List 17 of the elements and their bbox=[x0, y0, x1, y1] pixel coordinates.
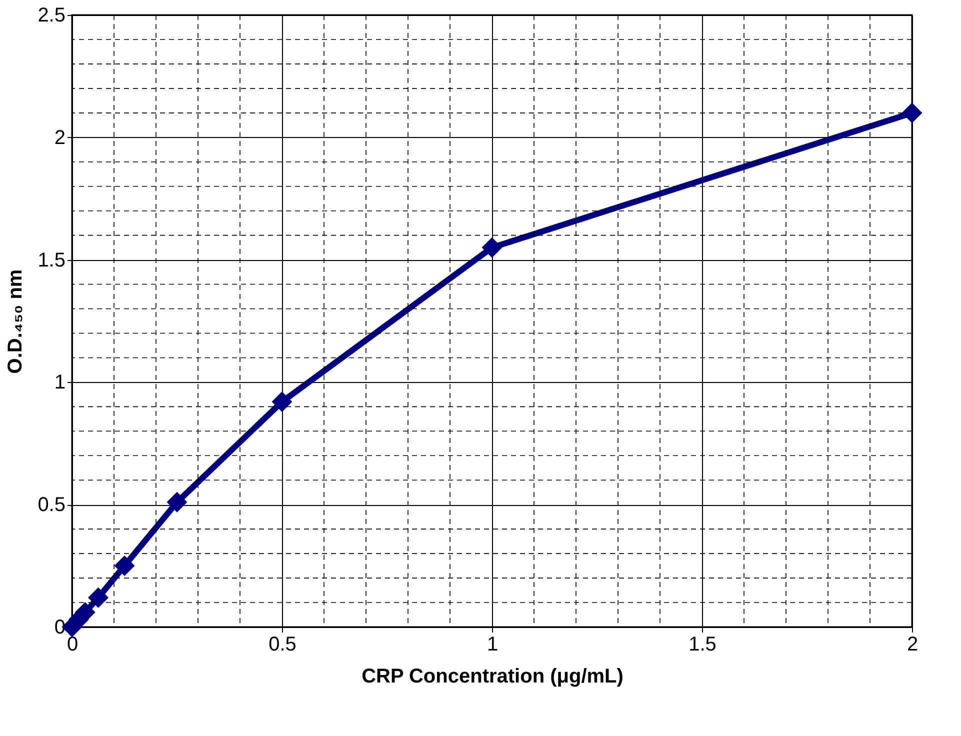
point bbox=[88, 587, 108, 608]
y-tick-label: 0.5 bbox=[38, 494, 66, 516]
x-tick-label: 1 bbox=[486, 634, 498, 656]
y-tick-label: 2.5 bbox=[38, 4, 66, 26]
x-tick-label: 1.5 bbox=[688, 634, 716, 656]
point bbox=[902, 102, 922, 124]
y-tick-label: 2 bbox=[54, 126, 66, 149]
point bbox=[272, 392, 292, 412]
y-tick-label: 1 bbox=[54, 372, 66, 394]
y-axis-title: O.D.₄₅₀ nm bbox=[4, 269, 27, 374]
point bbox=[482, 237, 502, 258]
point bbox=[166, 492, 188, 512]
point bbox=[114, 556, 135, 576]
x-axis-title: CRP Concentration (μg/mL) bbox=[362, 666, 624, 688]
y-tick-label: 1.5 bbox=[38, 249, 66, 272]
x-tick-label: 2 bbox=[906, 634, 918, 656]
x-tick-label: 0.5 bbox=[268, 634, 296, 656]
